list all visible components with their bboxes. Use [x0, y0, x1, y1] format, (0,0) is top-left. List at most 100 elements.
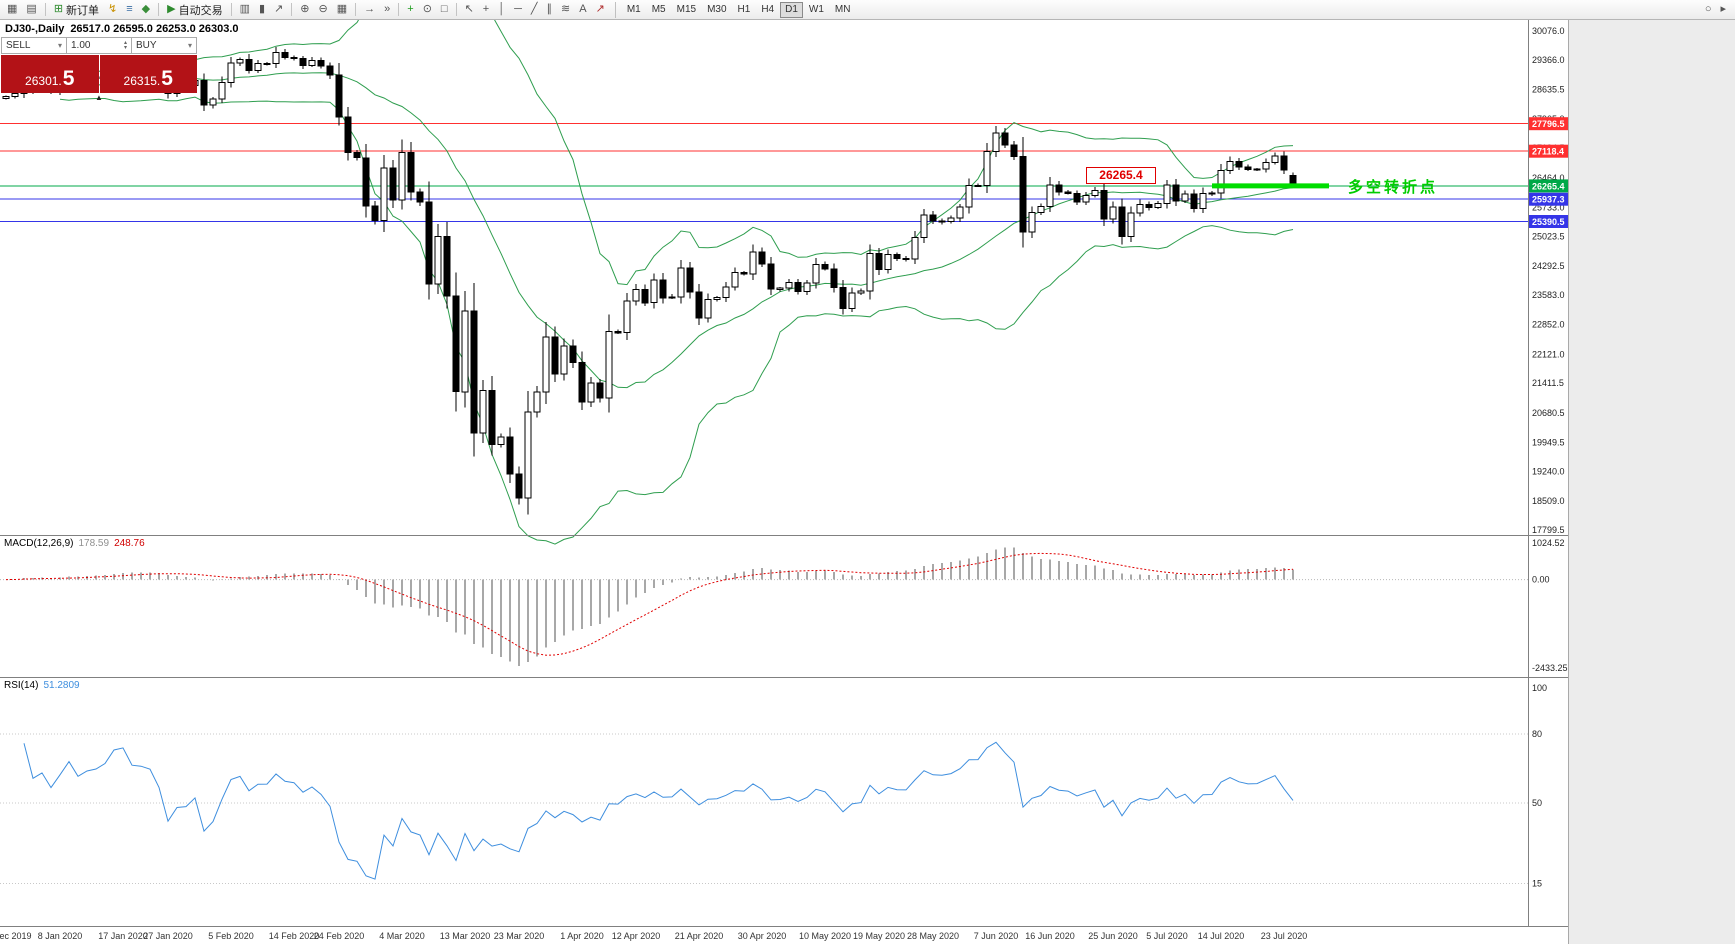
macd-signal-value: 248.76 [114, 538, 145, 549]
timeframe-d1-button[interactable]: D1 [780, 1, 803, 18]
horizontal-line-button[interactable]: ─ [510, 1, 526, 18]
panel-collapse-button[interactable]: ▲ [95, 93, 103, 102]
search-button[interactable]: ○ [1701, 1, 1716, 18]
horizontal-line-icon: ─ [514, 3, 522, 15]
trendline-button[interactable]: ╱ [527, 1, 542, 18]
timeframe-m1-button[interactable]: M1 [622, 2, 646, 18]
svg-text:27796.5: 27796.5 [1532, 119, 1565, 129]
timeframe-mn-button[interactable]: MN [830, 2, 856, 18]
candlestick-icon: ▮ [259, 3, 266, 15]
chart-shift-button[interactable]: » [380, 1, 394, 18]
svg-text:20680.5: 20680.5 [1532, 408, 1565, 418]
fibonacci-button[interactable]: ≋ [557, 1, 574, 18]
quick-nav-button[interactable]: ▸ [1716, 1, 1730, 18]
svg-text:16 Jun 2020: 16 Jun 2020 [1025, 931, 1075, 941]
bar-chart-button[interactable]: ▥ [236, 1, 254, 18]
one-click-trading-panel: SELL ▾ 1.00 ▴ ▾ BUY ▾ 26301. 5 26315. [1, 37, 197, 102]
ohlc-values: 26517.0 26595.0 26253.0 26303.0 [70, 23, 239, 35]
navigator-button[interactable]: ◆ [138, 1, 154, 18]
chart-title: DJ30-,Daily 26517.0 26595.0 26253.0 26303… [5, 23, 239, 35]
sell-mode-button[interactable]: SELL ▾ [1, 37, 67, 54]
text-button[interactable]: A [575, 1, 590, 18]
cursor-button[interactable]: ↖ [461, 1, 478, 18]
svg-text:26464.0: 26464.0 [1532, 173, 1565, 183]
profiles-icon: ▤ [26, 3, 37, 15]
lot-size-value: 1.00 [71, 40, 91, 51]
market-watch-button[interactable]: ≡ [122, 1, 136, 18]
svg-text:30076.0: 30076.0 [1532, 26, 1565, 36]
candlestick-button[interactable]: ▮ [255, 1, 269, 18]
svg-text:23 Jul 2020: 23 Jul 2020 [1261, 931, 1308, 941]
price-annotation[interactable]: 26265.4 [1086, 167, 1156, 184]
new-order-label: 新订单 [66, 4, 100, 17]
lot-decrease-button[interactable]: ▾ [123, 44, 127, 51]
toolbar-separator [158, 3, 160, 16]
tile-windows-icon: ▦ [336, 3, 348, 15]
macd-indicator-label: MACD(12,26,9) 178.59 248.76 [4, 538, 145, 549]
svg-text:50: 50 [1532, 798, 1542, 808]
crosshair-button[interactable]: + [479, 1, 493, 18]
price-axis: 30076.029366.028635.527905.027194.526464… [1529, 26, 1568, 535]
timeframe-h4-button[interactable]: H4 [756, 2, 779, 18]
timeframe-w1-button[interactable]: W1 [804, 2, 829, 18]
templates-button[interactable]: □ [437, 1, 452, 18]
timeframe-m30-button[interactable]: M30 [702, 2, 731, 18]
lot-size-input[interactable]: 1.00 ▴ ▾ [66, 37, 132, 54]
svg-text:8 Jan 2020: 8 Jan 2020 [38, 931, 83, 941]
tile-windows-button[interactable]: ▦ [333, 1, 351, 18]
svg-text:29366.0: 29366.0 [1532, 55, 1565, 65]
rsi-indicator-label: RSI(14) 51.2809 [4, 680, 80, 691]
periods-icon: ⊙ [422, 3, 432, 15]
new-chart-button[interactable]: ▦ [3, 1, 21, 18]
channel-button[interactable]: ∥ [543, 1, 557, 18]
sell-mode-label: SELL [6, 40, 31, 51]
lot-increase-button[interactable]: ▴ [123, 39, 127, 46]
buy-price-main: 26315. [123, 73, 161, 88]
crosshair-icon: + [482, 3, 490, 15]
buy-price-pips: 5 [161, 67, 173, 91]
alerts-button[interactable]: ↯ [104, 1, 121, 18]
indicators-button[interactable]: + [403, 1, 417, 18]
svg-text:21 Apr 2020: 21 Apr 2020 [675, 931, 724, 941]
timeframe-m5-button[interactable]: M5 [647, 2, 671, 18]
svg-text:13 Mar 2020: 13 Mar 2020 [440, 931, 491, 941]
svg-text:24292.5: 24292.5 [1532, 261, 1565, 271]
svg-text:28 May 2020: 28 May 2020 [907, 931, 959, 941]
buy-price-button[interactable]: 26315. 5 [99, 55, 197, 93]
turning-point-label[interactable]: 多空转折点 [1348, 179, 1439, 196]
panel-separators [0, 20, 1568, 927]
svg-text:7 Jun 2020: 7 Jun 2020 [974, 931, 1019, 941]
svg-text:22852.0: 22852.0 [1532, 320, 1565, 330]
chevron-down-icon: ▾ [57, 41, 62, 50]
line-chart-button[interactable]: ↗ [270, 1, 287, 18]
svg-text:30 Apr 2020: 30 Apr 2020 [738, 931, 787, 941]
toolbar-separator [398, 3, 400, 16]
zoom-in-button[interactable]: ⊕ [296, 1, 313, 18]
arrows-button[interactable]: ↗ [592, 1, 609, 18]
zoom-out-button[interactable]: ⊖ [315, 1, 332, 18]
periods-button[interactable]: ⊙ [419, 1, 436, 18]
svg-text:18509.0: 18509.0 [1532, 496, 1565, 506]
new-order-button[interactable]: ⊞ 新订单 [50, 1, 103, 18]
vertical-line-button[interactable]: │ [494, 1, 509, 18]
sell-price-main: 26301. [25, 73, 62, 88]
templates-icon: □ [440, 3, 448, 15]
svg-text:17799.5: 17799.5 [1532, 525, 1565, 535]
svg-text:0.00: 0.00 [1532, 575, 1550, 585]
indicators-icon: + [407, 3, 414, 15]
svg-text:27 Jan 2020: 27 Jan 2020 [143, 931, 193, 941]
auto-trading-button[interactable]: ▶ 自动交易 [163, 1, 226, 18]
profiles-button[interactable]: ▤ [22, 1, 40, 18]
timeframe-h1-button[interactable]: H1 [733, 2, 756, 18]
auto-scroll-button[interactable]: → [360, 1, 379, 18]
chart-canvas[interactable]: 30076.029366.028635.527905.027194.526464… [0, 20, 1568, 944]
buy-mode-button[interactable]: BUY ▾ [131, 37, 197, 54]
sell-price-button[interactable]: 26301. 5 [1, 55, 99, 93]
svg-text:25390.5: 25390.5 [1532, 217, 1565, 227]
svg-text:28635.5: 28635.5 [1532, 85, 1565, 95]
symbol-period-label: DJ30-,Daily [5, 23, 65, 35]
toolbar-right-group: ○ ▸ [1701, 1, 1732, 18]
svg-text:23 Mar 2020: 23 Mar 2020 [494, 931, 545, 941]
svg-text:25 Jun 2020: 25 Jun 2020 [1088, 931, 1138, 941]
timeframe-m15-button[interactable]: M15 [672, 2, 701, 18]
